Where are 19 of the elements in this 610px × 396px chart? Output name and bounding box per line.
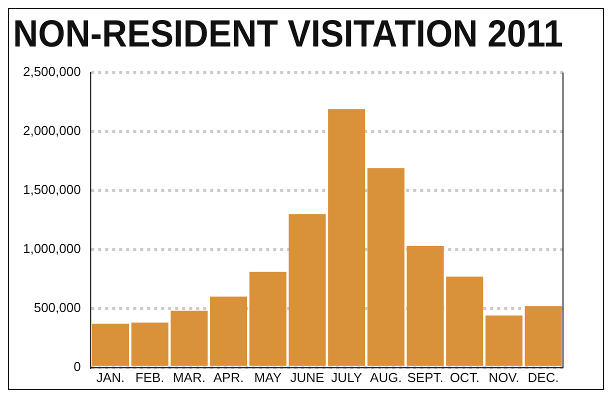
x-tick-label: JULY <box>331 370 362 385</box>
x-tick-label: NOV. <box>488 370 520 385</box>
y-tick-label: 2,000,000 <box>22 123 81 138</box>
y-tick-label: 500,000 <box>34 300 81 316</box>
x-tick-label: MAR. <box>172 370 206 385</box>
y-tick-label: 0 <box>74 358 81 374</box>
x-tick-label: MAY <box>254 370 282 385</box>
x-tick-label: AUG. <box>370 370 402 385</box>
x-tick-label: OCT. <box>450 370 480 385</box>
y-tick-label: 1,000,000 <box>22 241 81 256</box>
x-tick-label: SEPT. <box>407 370 444 385</box>
chart-title: NON-RESIDENT VISITATION 2011 <box>13 12 563 55</box>
x-tick-label: DEC. <box>528 370 559 385</box>
y-tick-label: 2,500,000 <box>22 64 81 80</box>
x-tick-label: APR. <box>213 370 244 385</box>
x-tick-label: FEB. <box>135 370 164 385</box>
y-tick-label: 1,500,000 <box>22 182 81 198</box>
x-tick-label: JAN. <box>96 370 125 385</box>
x-tick-label: JUNE <box>290 370 325 385</box>
